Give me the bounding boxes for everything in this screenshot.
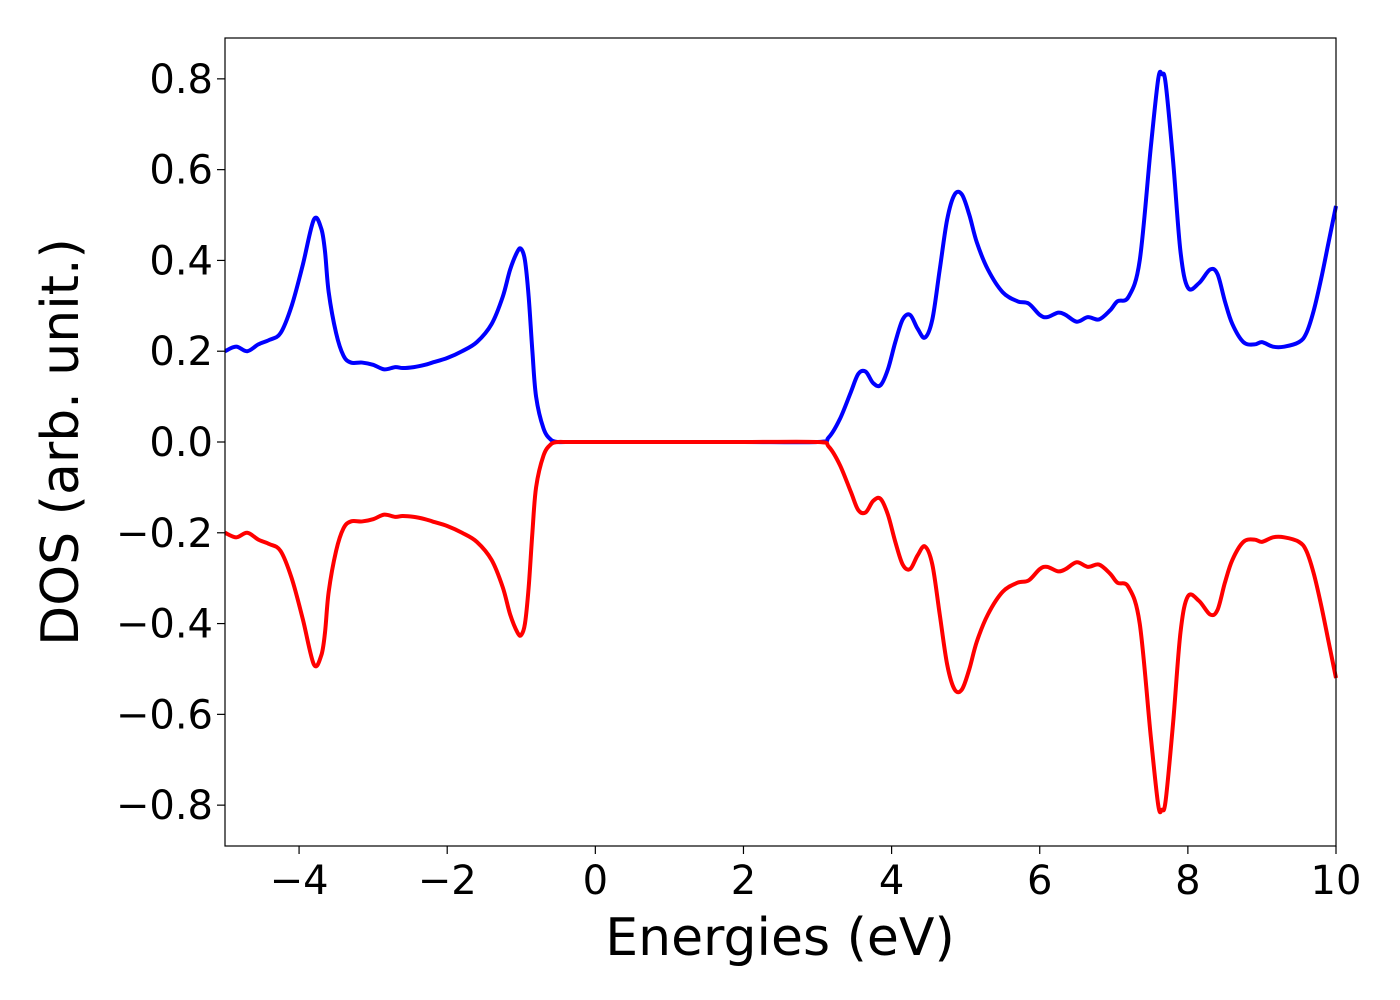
x-tick-label: 8: [1175, 858, 1200, 904]
x-tick-label: 0: [583, 858, 608, 904]
series-line-1: [224, 439, 1338, 815]
y-tick-label: −0.2: [116, 511, 213, 557]
y-tick-label: 0.4: [149, 238, 213, 284]
x-tick-label: 4: [879, 858, 904, 904]
y-tick-label: 0.0: [149, 420, 213, 466]
x-tick-label: 10: [1311, 858, 1362, 904]
y-tick-label: 0.2: [149, 329, 213, 375]
series-layer: [224, 69, 1338, 815]
y-tick-label: 0.6: [149, 148, 213, 194]
y-axis-ticks: 0.8 0.6 0.4 0.2 0.0 −0.2 −0.4 −0.6 −0.8: [116, 57, 225, 829]
y-axis-label: DOS (arb. unit.): [31, 238, 91, 646]
x-tick-label: −2: [418, 858, 477, 904]
y-tick-label: −0.8: [116, 783, 213, 829]
x-axis-label: Energies (eV): [605, 908, 954, 968]
y-tick-label: −0.6: [116, 692, 213, 738]
x-axis-ticks: −4 −2 0 2 4 6 8 10: [270, 846, 1362, 904]
y-tick-label: 0.8: [149, 57, 213, 103]
y-tick-label: −0.4: [116, 602, 213, 648]
x-tick-label: 6: [1027, 858, 1052, 904]
series-line-0: [224, 69, 1338, 445]
x-tick-label: −4: [270, 858, 329, 904]
x-tick-label: 2: [731, 858, 756, 904]
